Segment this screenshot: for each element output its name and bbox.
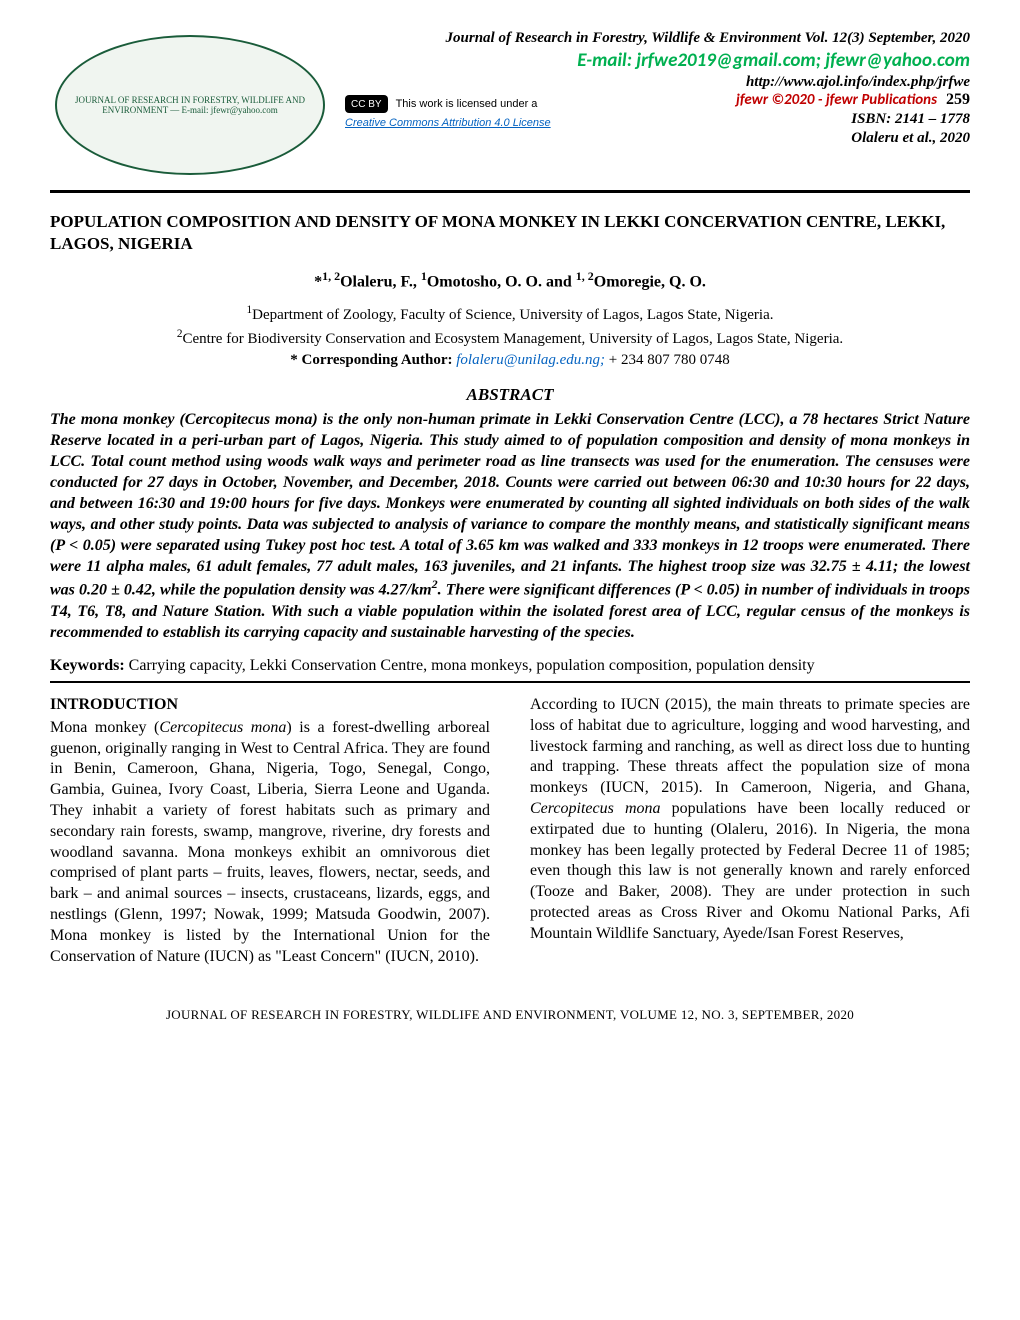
affiliation-2: 2Centre for Biodiversity Conservation an… [50,328,970,348]
abstract-body: The mona monkey (Cercopitecus mona) is t… [50,409,970,644]
page-number: 259 [946,91,970,108]
corresponding-author: * Corresponding Author: folaleru@unilag.… [50,352,970,369]
logo-placeholder: JOURNAL OF RESEARCH IN FORESTRY, WILDLIF… [55,35,325,175]
keywords-label: Keywords: [50,657,125,674]
corresponding-label: * Corresponding Author: [290,352,452,368]
page-footer: JOURNAL OF RESEARCH IN FORESTRY, WILDLIF… [50,1007,970,1023]
paper-title: POPULATION COMPOSITION AND DENSITY OF MO… [50,211,970,255]
header-metadata: Journal of Research in Forestry, Wildlif… [345,30,970,180]
keywords: Keywords: Carrying capacity, Lekki Conse… [50,657,970,675]
license-link[interactable]: Creative Commons Attribution 4.0 License [345,117,551,129]
journal-title: Journal of Research in Forestry, Wildlif… [345,30,970,47]
header-rule [50,190,970,193]
cc-by-icon: CC BY [345,95,388,113]
journal-url: http://www.ajol.info/index.php/jrfwe [345,74,970,91]
introduction-heading: INTRODUCTION [50,695,490,716]
running-author: Olaleru et al., 2020 [736,130,970,147]
body-columns: INTRODUCTION Mona monkey (Cercopitecus m… [50,695,970,967]
publisher-row: CC BY This work is licensed under a Crea… [345,91,970,147]
keywords-rule [50,681,970,683]
isbn-line: ISBN: 2141 – 1778 [736,111,970,128]
keywords-text: Carrying capacity, Lekki Conservation Ce… [129,657,815,674]
license-block: CC BY This work is licensed under a Crea… [345,91,551,131]
authors-list: *1, 2Olaleru, F., 1Omotosho, O. O. and 1… [50,269,970,291]
corresponding-email[interactable]: folaleru@unilag.edu.ng; [456,352,605,368]
abstract-heading: ABSTRACT [50,385,970,405]
introduction-col1: Mona monkey (Cercopitecus mona) is a for… [50,719,490,965]
publisher-right: jfewr ©2020 - jfewr Publications 259 ISB… [736,91,970,147]
corresponding-phone: + 234 807 780 0748 [609,352,730,368]
column-left: INTRODUCTION Mona monkey (Cercopitecus m… [50,695,490,967]
introduction-col2: According to IUCN (2015), the main threa… [530,696,970,942]
journal-logo: JOURNAL OF RESEARCH IN FORESTRY, WILDLIF… [50,30,330,180]
publisher-name: jfewr ©2020 - jfewr Publications [736,91,937,109]
column-right: According to IUCN (2015), the main threa… [530,695,970,967]
license-intro-text: This work is licensed under a [396,98,538,110]
journal-emails: E-mail: jrfwe2019@gmail.com; jfewr@yahoo… [345,49,970,72]
affiliation-1: 1Department of Zoology, Faculty of Scien… [50,304,970,324]
page-header: JOURNAL OF RESEARCH IN FORESTRY, WILDLIF… [50,30,970,180]
